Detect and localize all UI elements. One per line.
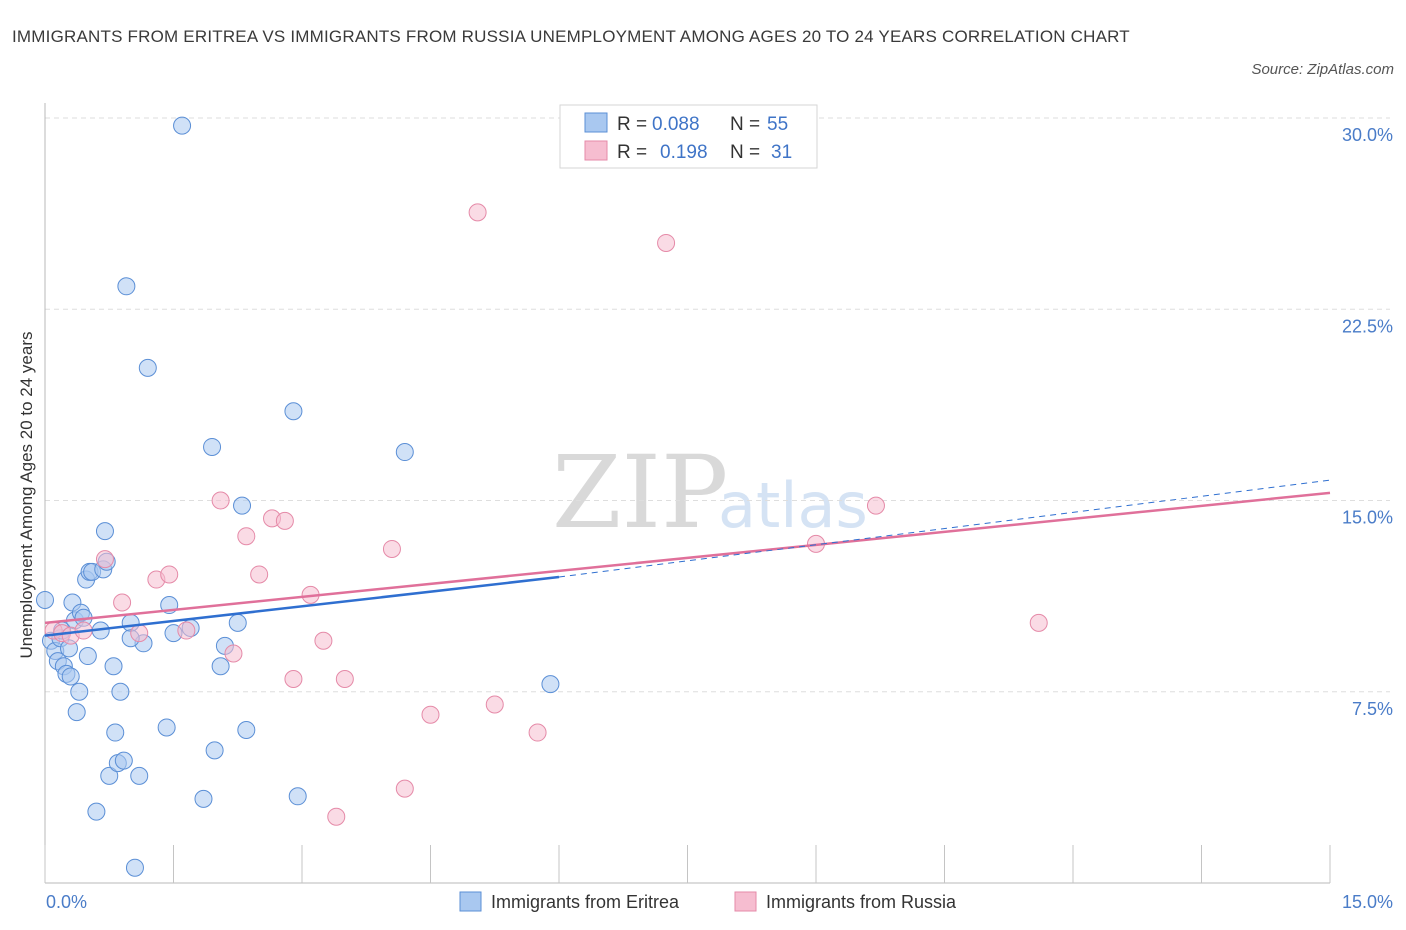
legend-n-value-russia: 31 (771, 142, 792, 163)
russia-point (866, 496, 885, 515)
legend-swatch-eritrea (584, 112, 608, 133)
y-tick-label: 30.0% (1342, 125, 1393, 145)
source-label: Source: ZipAtlas.com (1251, 61, 1394, 78)
russia-point (113, 593, 132, 612)
eritrea-point (95, 522, 114, 541)
y-tick-label: 15.0% (1342, 508, 1393, 528)
trend-line-russia (44, 491, 1331, 625)
watermark-zip: ZIP (552, 434, 728, 551)
eritrea-point (228, 613, 247, 632)
russia-point (314, 631, 333, 650)
eritrea-point (211, 657, 230, 676)
series-russia-points (44, 203, 1048, 826)
legend-n-label: N = (730, 114, 760, 135)
legend-r-label: R = (617, 142, 647, 163)
eritrea-point (125, 858, 144, 877)
eritrea-point (233, 496, 252, 515)
bottom-legend-swatch-russia (734, 891, 757, 912)
legend-r-value-russia: 0.198 (660, 142, 708, 163)
russia-point (211, 491, 230, 510)
eritrea-point (111, 682, 130, 701)
eritrea-point (78, 647, 97, 666)
eritrea-point (203, 437, 222, 456)
eritrea-point (70, 682, 89, 701)
eritrea-point (130, 766, 149, 785)
russia-point (421, 705, 440, 724)
russia-point (395, 779, 414, 798)
legend-swatch-russia (584, 140, 608, 161)
eritrea-point (173, 116, 192, 135)
y-tick-labels: 7.5% 15.0% 22.5% 30.0% (1342, 125, 1393, 719)
russia-point (528, 723, 547, 742)
eritrea-point (117, 277, 136, 296)
bottom-legend-label-russia: Immigrants from Russia (766, 892, 957, 912)
eritrea-point (541, 675, 560, 694)
russia-point (130, 624, 149, 643)
trend-line-eritrea-extension (558, 479, 1331, 578)
eritrea-point (87, 802, 106, 821)
eritrea-point (395, 443, 414, 462)
eritrea-point (237, 721, 256, 739)
eritrea-point (106, 723, 125, 742)
trend-lines (44, 479, 1331, 637)
russia-point (468, 203, 487, 222)
russia-point (250, 565, 269, 584)
russia-point (335, 670, 354, 688)
gridlines (45, 117, 1390, 693)
eritrea-point (205, 741, 224, 760)
russia-point (224, 644, 243, 663)
eritrea-point (284, 402, 303, 421)
y-tick-label: 7.5% (1352, 699, 1393, 719)
x-tick-label-min: 0.0% (46, 892, 87, 912)
x-tick-label-max: 15.0% (1342, 892, 1393, 912)
eritrea-point (100, 766, 119, 785)
legend-box: R = 0.088 N = 55 R = 0.198 N = 31 (559, 104, 818, 169)
legend-r-value-eritrea: 0.088 (652, 114, 700, 135)
legend-n-value-eritrea: 55 (767, 114, 788, 135)
russia-point (177, 621, 196, 640)
bottom-legend-label-eritrea: Immigrants from Eritrea (491, 892, 680, 912)
y-tick-label: 22.5% (1342, 316, 1393, 336)
eritrea-point (67, 703, 86, 722)
legend-n-label: N = (730, 142, 760, 163)
russia-point (275, 511, 294, 530)
eritrea-point (36, 590, 54, 609)
russia-point (1029, 613, 1048, 632)
eritrea-point (138, 358, 157, 377)
eritrea-point (288, 787, 307, 806)
eritrea-point (194, 789, 213, 808)
bottom-legend-swatch-eritrea (459, 891, 482, 912)
russia-point (657, 233, 676, 252)
eritrea-point (114, 751, 133, 770)
eritrea-point (104, 657, 123, 676)
eritrea-point (157, 718, 176, 737)
russia-point (485, 695, 504, 714)
trend-line-eritrea (44, 575, 560, 637)
chart-title: IMMIGRANTS FROM ERITREA VS IMMIGRANTS FR… (12, 27, 1130, 46)
russia-point (382, 539, 401, 558)
russia-point (160, 565, 179, 584)
bottom-legend: Immigrants from Eritrea Immigrants from … (459, 891, 957, 912)
watermark-atlas: atlas (718, 469, 868, 542)
russia-point (95, 550, 114, 569)
eritrea-point (61, 667, 80, 686)
axes (44, 103, 1331, 884)
russia-point (327, 807, 346, 826)
y-axis-label: Unemployment Among Ages 20 to 24 years (17, 332, 36, 659)
series-eritrea-points (36, 116, 560, 877)
russia-point (237, 527, 256, 546)
russia-point (284, 670, 303, 688)
legend-r-label: R = (617, 114, 647, 135)
